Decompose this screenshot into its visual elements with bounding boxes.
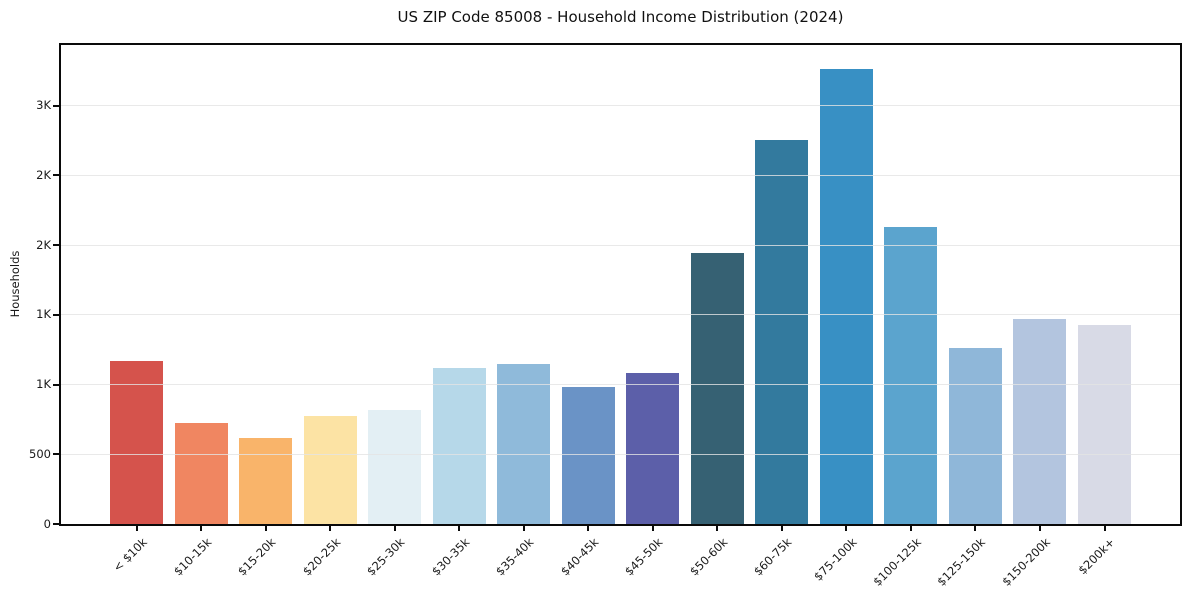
y-tick-mark (53, 453, 59, 456)
y-tick-mark (53, 383, 59, 386)
x-tick-mark (845, 526, 848, 531)
x-tick-label: $100-125k (870, 535, 924, 589)
x-tick-label: $15-20k (235, 535, 279, 579)
x-tick-mark (200, 526, 203, 531)
x-tick-mark (587, 526, 590, 531)
y-tick-label: 3K (36, 98, 51, 113)
bar (303, 415, 357, 524)
x-tick-label: < $10k (109, 535, 150, 575)
bar (239, 437, 293, 524)
bar (368, 410, 422, 524)
bar (432, 367, 486, 524)
x-tick-mark (974, 526, 977, 531)
x-tick-mark (393, 526, 396, 531)
plot-area (59, 43, 1182, 526)
x-tick-label: $125-150k (934, 535, 989, 589)
y-tick-mark (53, 313, 59, 316)
x-tick-label: $10-15k (170, 535, 214, 579)
y-tick-label: 2K (36, 167, 51, 182)
bar (1013, 319, 1067, 524)
y-tick-label: 1K (36, 377, 51, 392)
bar (948, 348, 1002, 524)
x-tick-mark (135, 526, 138, 531)
y-tick-label: 2K (36, 237, 51, 252)
bar (110, 360, 163, 524)
x-tick-label: $35-40k (493, 535, 537, 579)
gridline (61, 384, 1180, 386)
x-tick-label: $60-75k (751, 535, 795, 579)
x-tick-label: $50-60k (686, 535, 731, 579)
bar (174, 422, 228, 524)
gridline (61, 453, 1180, 455)
y-tick-label: 500 (29, 446, 51, 461)
x-tick-mark (522, 526, 525, 531)
bar (819, 69, 873, 524)
y-tick-mark (53, 174, 59, 177)
x-tick-label: $75-100k (810, 535, 860, 584)
bar (561, 386, 615, 524)
bar (884, 226, 938, 524)
bar (755, 139, 809, 524)
bar (690, 252, 744, 524)
x-tick-mark (780, 526, 783, 531)
y-tick-label: 1K (36, 307, 51, 322)
y-tick-mark (53, 244, 59, 247)
gridline (61, 174, 1180, 176)
x-tick-label: $30-35k (428, 535, 473, 579)
bar (497, 364, 551, 524)
x-tick-label: $40-45k (557, 535, 602, 579)
x-tick-label: $200k+ (1075, 535, 1118, 578)
gridline (61, 244, 1180, 246)
gridline (61, 314, 1180, 316)
chart-title: US ZIP Code 85008 - Household Income Dis… (397, 8, 844, 26)
x-tick-mark (458, 526, 461, 531)
x-tick-mark (1038, 526, 1041, 531)
gridline (61, 105, 1180, 107)
x-tick-mark (651, 526, 654, 531)
x-tick-mark (329, 526, 332, 531)
bar (1078, 324, 1131, 524)
y-tick-mark (53, 523, 59, 525)
x-tick-label: $25-30k (364, 535, 408, 579)
x-tick-mark (716, 526, 719, 531)
y-tick-mark (53, 104, 59, 107)
x-tick-label: $20-25k (299, 535, 343, 579)
x-tick-label: $150-200k (999, 535, 1053, 589)
x-tick-label: $45-50k (622, 535, 666, 579)
bar (626, 373, 680, 524)
x-tick-mark (1103, 526, 1106, 531)
x-tick-mark (909, 526, 912, 531)
x-tick-mark (264, 526, 267, 531)
y-tick-label: 0 (43, 516, 51, 531)
